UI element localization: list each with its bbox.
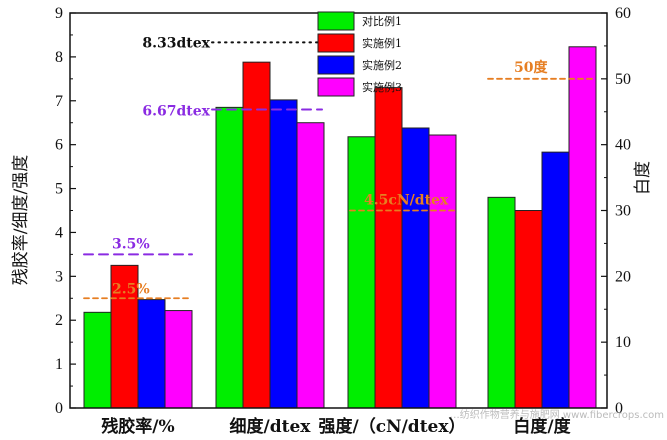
right-tick-label: 40 xyxy=(615,137,631,154)
bar-4-4 xyxy=(568,46,597,409)
left-tick-label: 3 xyxy=(55,268,63,285)
right-tick-label: 60 xyxy=(615,5,631,22)
left-tick-label: 1 xyxy=(55,356,63,373)
right-tick-label: 20 xyxy=(615,268,631,285)
left-tick-label: 6 xyxy=(55,137,63,154)
annotations-group: 3.5% 2.5% 6.67dtex 8.33dtex 4.5cN/dtex 50度 xyxy=(83,35,595,300)
bar-3-1 xyxy=(347,136,376,409)
left-tick-label: 7 xyxy=(55,93,63,110)
legend-swatch xyxy=(317,11,355,31)
bar-4-2 xyxy=(514,210,543,409)
legend-swatch xyxy=(317,55,355,75)
bar-2-4 xyxy=(296,122,325,409)
bar-1-2 xyxy=(110,264,139,409)
reference-label: 50度 xyxy=(514,59,548,76)
legend-label: 实施例2 xyxy=(362,58,402,72)
bar-2-1 xyxy=(215,106,244,409)
right-axis-title: 白度 xyxy=(633,161,653,195)
left-tick-label: 2 xyxy=(55,312,63,329)
right-tick-label: 30 xyxy=(615,203,631,220)
legend-label: 实施例1 xyxy=(362,36,402,50)
left-tick-label: 9 xyxy=(55,5,63,22)
left-tick-label: 0 xyxy=(55,400,63,417)
reference-label: 3.5% xyxy=(112,236,150,252)
reference-label: 2.5% xyxy=(112,281,150,297)
right-tick-label: 0 xyxy=(615,400,623,417)
right-tick-label: 10 xyxy=(615,334,631,351)
bar-4-3 xyxy=(541,151,570,409)
legend-label: 实施例3 xyxy=(362,80,402,94)
watermark-text: …纺织作物营养与施肥网 www.fibercrops.com xyxy=(450,408,664,421)
bar-2-3 xyxy=(269,99,298,409)
left-tick-label: 5 xyxy=(55,181,63,198)
bar-1-4 xyxy=(164,310,193,409)
bar-4-1 xyxy=(487,196,516,409)
reference-label: 8.33dtex xyxy=(142,35,210,51)
left-axis: 0 1 2 3 4 5 6 7 8 9 xyxy=(55,5,76,417)
bars-group xyxy=(83,46,597,409)
category-label: 白度/度 xyxy=(513,416,571,437)
category-axis: 残胶率/% 细度/dtex 强度/（cN/dtex） 白度/度 xyxy=(101,416,571,437)
left-tick-label: 4 xyxy=(55,224,63,241)
legend-swatch xyxy=(317,33,355,53)
category-label: 残胶率/% xyxy=(101,416,174,437)
bar-1-1 xyxy=(83,311,112,409)
bar-3-2 xyxy=(374,87,403,409)
bar-1-3 xyxy=(137,299,166,409)
bar-3-4 xyxy=(428,134,457,409)
category-label: 细度/dtex xyxy=(230,416,312,437)
bar-2-2 xyxy=(242,61,271,409)
legend-swatch xyxy=(317,77,355,97)
left-tick-label: 8 xyxy=(55,49,63,66)
category-label: 强度/（cN/dtex） xyxy=(319,416,466,437)
bar-3-3 xyxy=(401,127,430,409)
right-tick-label: 50 xyxy=(615,71,631,88)
reference-label: 4.5cN/dtex xyxy=(364,193,449,209)
left-axis-title: 残胶率/细度/强度 xyxy=(11,155,31,285)
right-axis: 0 10 20 30 40 50 60 xyxy=(601,5,631,417)
reference-label: 6.67dtex xyxy=(142,104,210,120)
legend: 对比例1 实施例1 实施例2 实施例3 xyxy=(317,11,402,97)
legend-label: 对比例1 xyxy=(362,14,402,28)
